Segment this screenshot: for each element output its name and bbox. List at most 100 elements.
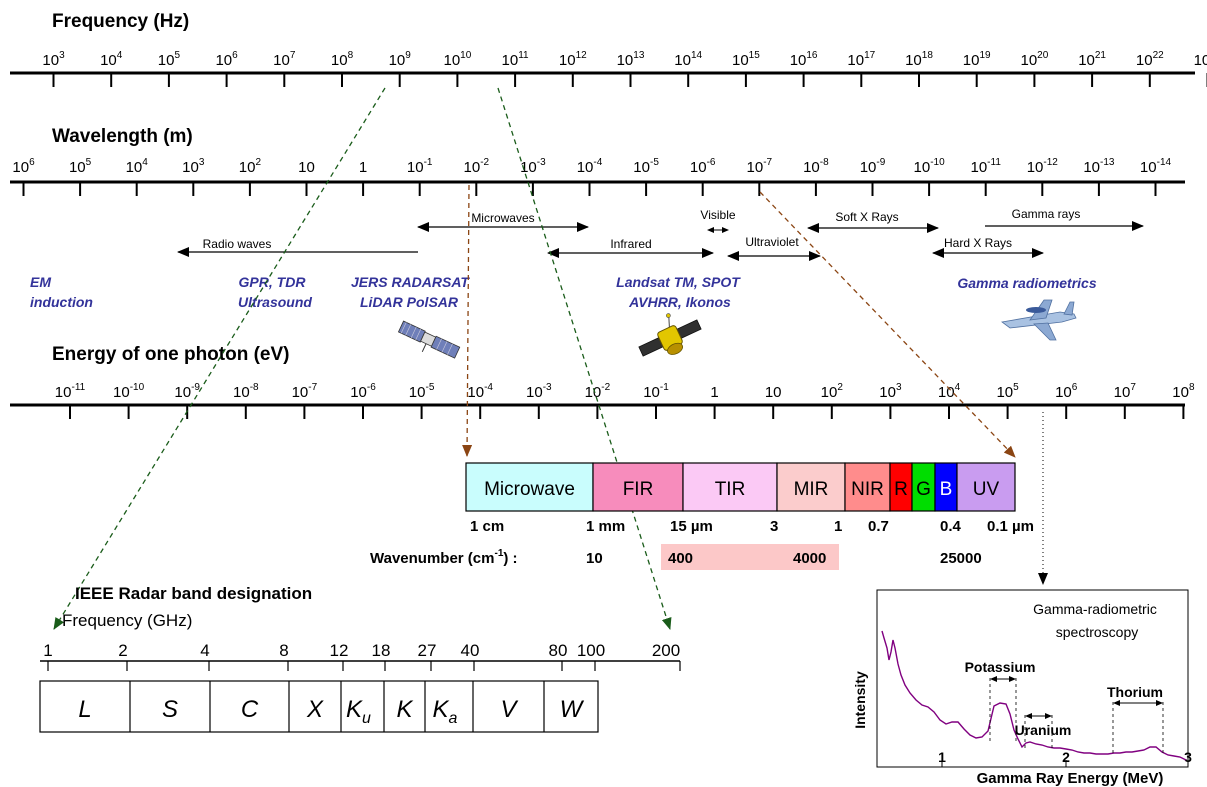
spectroscopy-xtick-label: 3 — [1184, 749, 1192, 765]
frequency-tick-label: 1010 — [443, 50, 471, 69]
frequency-tick-label: 109 — [389, 50, 412, 69]
energy-title: Energy of one photon (eV) — [52, 344, 290, 365]
wavelength-tick-label: 10-2 — [464, 157, 490, 176]
wavelength-tick-label: 10-5 — [633, 157, 659, 176]
em-induction-line1: EM — [30, 274, 51, 290]
wavelength-tick-label: 10-13 — [1083, 157, 1115, 176]
frequency-ticks: 103 104 105 106 107 108 109 1010 1011 1012 1013 101… — [42, 50, 1207, 87]
energy-tick-label: 10-5 — [409, 382, 435, 401]
radar-band-cells: L S C X Ku K Ka V W — [78, 681, 585, 732]
wavenumber-value: 25000 — [940, 550, 982, 567]
em-induction-line2: induction — [30, 294, 93, 310]
radar-band-label: X — [306, 696, 324, 723]
band-cell — [465, 462, 594, 512]
spectroscopy-xticks: 1 2 3 — [938, 749, 1192, 767]
band-cell-label: NIR — [851, 479, 884, 500]
radar-tick-label: 40 — [461, 641, 480, 660]
wavelength-tick-label: 10-3 — [520, 157, 546, 176]
wavelength-tick-label: 10-10 — [914, 157, 946, 176]
energy-tick-label: 106 — [1055, 382, 1078, 401]
radar-tick-label: 200 — [652, 641, 680, 660]
frequency-tick-label: 106 — [215, 50, 238, 69]
frequency-title: Frequency (Hz) — [52, 11, 189, 32]
band-cell-label: TIR — [715, 479, 746, 500]
spectroscopy-ylabel: Intensity — [852, 671, 868, 729]
energy-tick-label: 10 — [765, 384, 782, 401]
energy-tick-label: 10-3 — [526, 382, 552, 401]
radar-band-label: Ka — [433, 696, 458, 727]
energy-tick-label: 103 — [879, 382, 902, 401]
frequency-tick-label: 1021 — [1078, 50, 1106, 69]
wavelength-title: Wavelength (m) — [52, 126, 193, 147]
wavelength-tick-label: 10-7 — [747, 157, 773, 176]
energy-tick-label: 105 — [996, 382, 1019, 401]
thorium-label: Thorium — [1107, 684, 1163, 700]
energy-tick-label: 104 — [938, 382, 961, 401]
band-wavelength-label: 3 — [770, 518, 778, 535]
frequency-tick-label: 1016 — [790, 50, 818, 69]
wavelength-ticks: 106 105 104 103 102 10 1 10-1 10-2 10-3 10-4 10-5 10… — [12, 157, 1172, 196]
frequency-tick-label: 1013 — [617, 50, 645, 69]
radio-waves-label: Radio waves — [203, 237, 272, 251]
ultraviolet-label: Ultraviolet — [745, 235, 799, 249]
gpr-line2: Ultrasound — [238, 294, 312, 310]
band-wavelength-label: 0.7 — [868, 518, 889, 535]
radar-tick-label: 27 — [418, 641, 437, 660]
green-connector-right — [497, 87, 672, 630]
spectroscopy-title-line2: spectroscopy — [1056, 624, 1138, 640]
potassium-label: Potassium — [965, 659, 1036, 675]
band-wavelength-label: 15 µm — [670, 518, 713, 535]
radar-tick-label: 80 — [549, 641, 568, 660]
landsat-line2: AVHRR, Ikonos — [628, 294, 731, 310]
band-cell — [592, 462, 684, 512]
frequency-tick-label: 107 — [273, 50, 296, 69]
airplane-icon — [1001, 299, 1077, 341]
radar-band-label: C — [241, 696, 259, 723]
spectroscopy-xtick-label: 2 — [1062, 749, 1070, 765]
wavelength-tick-label: 10-12 — [1027, 157, 1059, 176]
frequency-tick-label: 103 — [42, 50, 65, 69]
frequency-tick-label: 104 — [100, 50, 123, 69]
wavenumber-value: 400 — [668, 550, 693, 567]
gamma-spectrum-curve — [881, 630, 1187, 761]
band-cell-label: UV — [973, 479, 1000, 500]
wavelength-tick-label: 10-14 — [1140, 157, 1172, 176]
infrared-label: Infrared — [610, 237, 651, 251]
frequency-tick-label: 1018 — [905, 50, 933, 69]
wavelength-tick-label: 105 — [69, 157, 92, 176]
gamma-radiometrics-label: Gamma radiometrics — [957, 275, 1096, 291]
band-wavelength-labels: 1 cm 1 mm 15 µm 3 1 0.7 0.4 0.1 µm — [470, 518, 1034, 535]
wavelength-tick-label: 10-8 — [803, 157, 829, 176]
radar-band-label: L — [78, 696, 91, 723]
band-cell-label: G — [916, 479, 931, 500]
jers-line1: JERS RADARSAT — [351, 274, 470, 290]
frequency-tick-label: 1019 — [963, 50, 991, 69]
wavelength-tick-label: 10 — [298, 159, 315, 176]
frequency-tick-label: 1014 — [674, 50, 702, 69]
radar-tick-label: 1 — [43, 641, 52, 660]
frequency-tick-label: 1022 — [1136, 50, 1164, 69]
sensor-labels: EM induction GPR, TDR Ultrasound JERS RA… — [30, 274, 1097, 310]
band-cell-label: B — [940, 479, 953, 500]
energy-tick-label: 10-1 — [643, 382, 669, 401]
wavelength-tick-label: 1 — [359, 159, 367, 176]
wavenumber-values: 10 400 4000 25000 — [586, 550, 982, 567]
radar-title: IEEE Radar band designation — [75, 584, 312, 603]
energy-tick-label: 10-9 — [174, 382, 200, 401]
wavenumber-label: Wavenumber (cm-1) : — [370, 548, 518, 567]
hard-xray-label: Hard X Rays — [944, 236, 1012, 250]
visible-label: Visible — [700, 208, 735, 222]
frequency-tick-label: 1012 — [559, 50, 587, 69]
spectroscopy-xtick-label: 1 — [938, 749, 946, 765]
band-cell — [956, 462, 1016, 512]
radar-ticks: 1 2 4 8 12 18 27 40 80 100 200 — [43, 641, 681, 671]
frequency-tick-label: 108 — [331, 50, 354, 69]
band-cell-label: FIR — [623, 479, 654, 500]
wavelength-tick-label: 103 — [182, 157, 205, 176]
band-cell-label: Microwave — [484, 479, 575, 500]
frequency-tick-label: 1011 — [502, 50, 530, 69]
wavelength-tick-label: 10-1 — [407, 157, 433, 176]
region-arrows: Microwaves Radio waves Visible Infrared … — [177, 207, 1144, 261]
frequency-tick-label: 1023 — [1194, 50, 1207, 69]
